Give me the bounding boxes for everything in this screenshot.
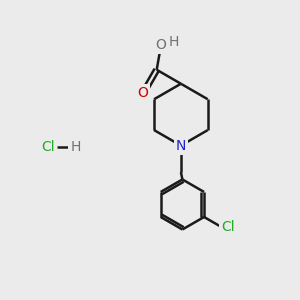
Text: O: O: [137, 86, 148, 100]
Text: Cl: Cl: [42, 140, 55, 154]
Text: Cl: Cl: [221, 220, 235, 234]
Text: H: H: [169, 35, 179, 49]
Text: O: O: [156, 38, 167, 52]
Text: N: N: [176, 139, 186, 153]
Text: H: H: [70, 140, 81, 154]
